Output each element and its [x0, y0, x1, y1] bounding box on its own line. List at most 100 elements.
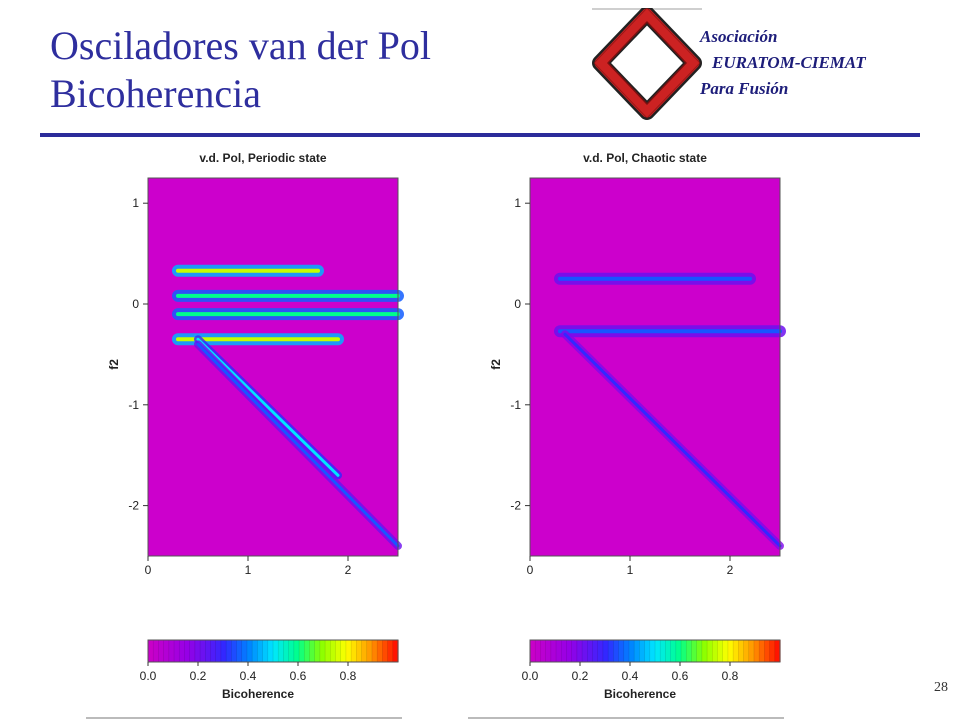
- colorbar-swatch: [655, 640, 661, 662]
- colorbar-swatch: [540, 640, 547, 662]
- colorbar-swatch: [356, 640, 363, 662]
- x-tick-label: 0: [527, 563, 534, 577]
- colorbar-swatch: [675, 640, 682, 662]
- colorbar-swatch: [319, 640, 326, 662]
- colorbar-swatch: [556, 640, 562, 662]
- colorbar-tick-label: 0.4: [240, 669, 257, 683]
- colorbar-label: Bicoherence: [222, 687, 294, 701]
- colorbar-swatch: [194, 640, 201, 662]
- colorbar-swatch: [387, 640, 394, 662]
- colorbar-swatch: [325, 640, 331, 662]
- colorbar-swatch: [236, 640, 243, 662]
- colorbar-swatch: [377, 640, 383, 662]
- colorbar-swatch: [174, 640, 180, 662]
- y-tick-label: -2: [510, 499, 521, 513]
- colorbar-swatch: [561, 640, 568, 662]
- y-axis-label: f2: [107, 359, 121, 370]
- colorbar-swatch: [309, 640, 316, 662]
- slide-title-line1: Osciladores van der Pol: [50, 23, 432, 68]
- colorbar-swatch: [660, 640, 667, 662]
- logo-line1: Asociación: [700, 27, 778, 46]
- logo-graphic: [592, 6, 702, 120]
- chaotic-colorbar-graphic: 0.0 0.2 0.4 0.6 0.8 Bicoherence: [468, 639, 784, 719]
- colorbar-swatch: [774, 640, 781, 662]
- colorbar-swatch: [738, 640, 745, 662]
- periodic-colorbar-graphic: 0.0 0.2 0.4 0.6 0.8 Bicoherence: [86, 639, 402, 719]
- colorbar-swatch: [252, 640, 258, 662]
- colorbar-swatch: [371, 640, 378, 662]
- colorbar-swatch: [179, 640, 186, 662]
- feature-diagonal: [196, 342, 400, 548]
- colorbar-swatch: [566, 640, 573, 662]
- logo-line2: EURATOM-CIEMAT: [712, 53, 866, 72]
- colorbar-swatch: [246, 640, 253, 662]
- colorbar-tick-label: 0.2: [190, 669, 207, 683]
- chaotic-heatmap: v.d. Pol, Chaotic state 0 1 2 1 0 -1 -2 f1 f2: [489, 151, 786, 593]
- colorbar-swatch: [220, 640, 227, 662]
- colorbar-swatch: [759, 640, 765, 662]
- logo-line3: Para Fusión: [700, 79, 789, 98]
- colorbar-tick-label: 0.8: [722, 669, 739, 683]
- title-divider: [40, 133, 920, 137]
- colorbar-swatch: [582, 640, 588, 662]
- colorbar-swatch: [530, 640, 536, 662]
- colorbar-swatch: [293, 640, 300, 662]
- y-tick-label: -1: [510, 398, 521, 412]
- chart-title: v.d. Pol, Periodic state: [199, 151, 326, 165]
- colorbar-swatch: [681, 640, 687, 662]
- colorbar-swatch: [340, 640, 347, 662]
- colorbar-swatch: [628, 640, 635, 662]
- colorbar-swatch: [691, 640, 698, 662]
- colorbar-swatch: [184, 640, 191, 662]
- colorbar-swatch: [608, 640, 614, 662]
- colorbar-swatch: [168, 640, 175, 662]
- colorbar-frame: [529, 639, 781, 663]
- colorbar-swatch: [148, 640, 154, 662]
- colorbar-tick-label: 0.6: [290, 669, 307, 683]
- colorbar-swatch: [743, 640, 750, 662]
- colorbar-frame: [147, 639, 399, 663]
- y-tick-label: 1: [514, 196, 521, 210]
- colorbar-swatch: [707, 640, 713, 662]
- colorbar-swatch: [639, 640, 646, 662]
- colorbar-swatch: [597, 640, 604, 662]
- colorbar-swatch: [613, 640, 620, 662]
- colorbar-tick-label: 0.6: [672, 669, 689, 683]
- colorbar-swatch: [618, 640, 625, 662]
- feature-diagonal: [563, 332, 782, 548]
- colorbar-swatch: [257, 640, 264, 662]
- colorbar-swatch: [200, 640, 206, 662]
- colorbar-swatch: [576, 640, 583, 662]
- colorbar-swatch: [335, 640, 342, 662]
- colorbar-swatch: [649, 640, 656, 662]
- colorbar-swatch: [215, 640, 222, 662]
- colorbar-tick-label: 0.2: [572, 669, 589, 683]
- periodic-colorbar: 0.0 0.2 0.4 0.6 0.8 Bicoherence: [86, 630, 406, 720]
- colorbar-swatch: [210, 640, 217, 662]
- colorbar-swatch: [644, 640, 651, 662]
- chaotic-colorbar: 0.0 0.2 0.4 0.6 0.8 Bicoherence: [468, 630, 788, 720]
- colorbar-swatch: [314, 640, 321, 662]
- colorbar-swatch: [361, 640, 368, 662]
- colorbar-swatch: [345, 640, 352, 662]
- colorbar-swatch: [727, 640, 734, 662]
- x-tick-label: 0: [145, 563, 152, 577]
- colorbar-swatch: [278, 640, 285, 662]
- feature-diagonal: [196, 337, 340, 477]
- y-tick-label: 0: [132, 297, 139, 311]
- colorbar-swatch: [587, 640, 594, 662]
- plot-frame: [529, 177, 781, 557]
- colorbar-swatch: [273, 640, 279, 662]
- colorbar-swatch: [623, 640, 630, 662]
- colorbar-tick-label: 0.8: [340, 669, 357, 683]
- colorbar-swatch: [262, 640, 269, 662]
- plot-frame: [147, 177, 399, 557]
- periodic-heatmap: v.d. Pol, Periodic state 0 1 2 1 0 -1 -2 f1 f2: [107, 151, 404, 593]
- colorbar-swatch: [158, 640, 165, 662]
- colorbar-swatch: [299, 640, 305, 662]
- colorbar-label: Bicoherence: [604, 687, 676, 701]
- colorbar-swatch: [602, 640, 609, 662]
- colorbar-swatch: [733, 640, 739, 662]
- x-tick-label: 1: [245, 563, 252, 577]
- colorbar-swatch: [753, 640, 760, 662]
